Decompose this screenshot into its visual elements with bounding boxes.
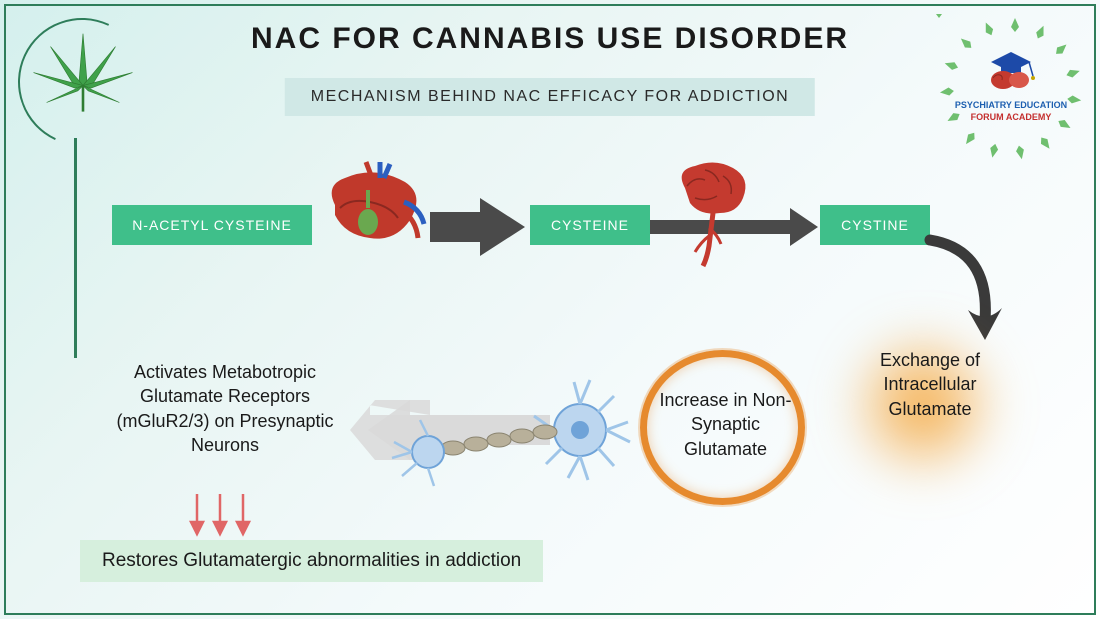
infographic-canvas: PSYCHIATRY EDUCATION FORUM ACADEMY NAC F… — [0, 0, 1100, 619]
down-arrows-icon — [185, 492, 255, 538]
result-text: Restores Glutamatergic abnormalities in … — [80, 540, 543, 582]
box-nac: N-ACETYL CYSTEINE — [112, 205, 312, 245]
arrow-right-1-icon — [430, 198, 525, 256]
liver-icon — [320, 160, 430, 260]
page-title: NAC FOR CANNABIS USE DISORDER — [0, 22, 1100, 56]
box-cystine: CYSTINE — [820, 205, 930, 245]
exchange-text: Exchange of Intracellular Glutamate — [855, 348, 1005, 421]
logo-line2: FORUM ACADEMY — [971, 112, 1052, 122]
box-cysteine: CYSTEINE — [530, 205, 650, 245]
neuron-icon — [350, 360, 660, 510]
subtitle: MECHANISM BEHIND NAC EFFICACY FOR ADDICT… — [285, 78, 815, 116]
brain-heart-icon — [991, 71, 1029, 89]
logo-line1: PSYCHIATRY EDUCATION — [955, 100, 1067, 110]
effect-text: Activates Metabotropic Glutamate Recepto… — [95, 360, 355, 457]
brain-icon — [665, 158, 755, 268]
increase-text: Increase in Non-Synaptic Glutamate — [658, 388, 793, 461]
